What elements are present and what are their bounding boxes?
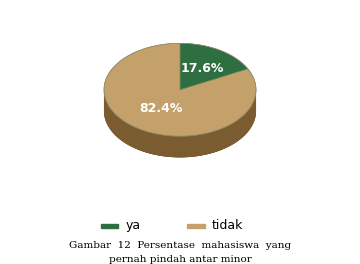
Polygon shape	[104, 90, 256, 157]
Polygon shape	[104, 90, 256, 157]
Text: Gambar  12  Persentase  mahasiswa  yang: Gambar 12 Persentase mahasiswa yang	[69, 241, 291, 250]
Text: 82.4%: 82.4%	[139, 102, 183, 115]
Bar	[187, 224, 205, 228]
Polygon shape	[104, 43, 256, 136]
Bar	[101, 224, 118, 228]
Polygon shape	[104, 64, 256, 157]
Text: pernah pindah antar minor: pernah pindah antar minor	[109, 255, 251, 264]
Text: tidak: tidak	[212, 219, 243, 233]
Polygon shape	[180, 43, 248, 90]
Text: ya: ya	[126, 219, 141, 233]
Text: 17.6%: 17.6%	[180, 62, 224, 74]
